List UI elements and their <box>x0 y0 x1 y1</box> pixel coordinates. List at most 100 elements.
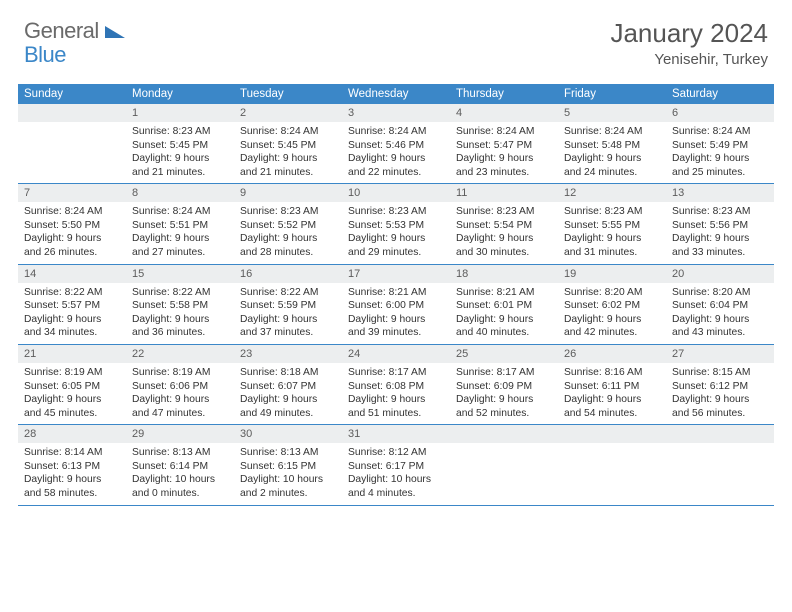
brand-triangle-icon <box>105 24 125 43</box>
sunset-line: Sunset: 6:08 PM <box>348 380 444 394</box>
daylight-line: Daylight: 10 hours and 0 minutes. <box>132 473 228 500</box>
sunrise-line: Sunrise: 8:24 AM <box>132 205 228 219</box>
sunset-line: Sunset: 5:50 PM <box>24 219 120 233</box>
sunset-line: Sunset: 5:56 PM <box>672 219 768 233</box>
day-cell <box>18 104 126 183</box>
sunset-line: Sunset: 5:45 PM <box>132 139 228 153</box>
week-row: 14Sunrise: 8:22 AMSunset: 5:57 PMDayligh… <box>18 265 774 345</box>
week-row: 7Sunrise: 8:24 AMSunset: 5:50 PMDaylight… <box>18 184 774 264</box>
day-number: 16 <box>234 265 342 283</box>
day-number: 22 <box>126 345 234 363</box>
page-header: General January 2024 Yenisehir, Turkey <box>0 0 792 76</box>
day-number: 29 <box>126 425 234 443</box>
dow-monday: Monday <box>126 84 234 104</box>
sunrise-line: Sunrise: 8:12 AM <box>348 446 444 460</box>
sunrise-line: Sunrise: 8:13 AM <box>240 446 336 460</box>
day-cell: 12Sunrise: 8:23 AMSunset: 5:55 PMDayligh… <box>558 184 666 263</box>
day-cell: 16Sunrise: 8:22 AMSunset: 5:59 PMDayligh… <box>234 265 342 344</box>
sunset-line: Sunset: 5:57 PM <box>24 299 120 313</box>
day-cell: 8Sunrise: 8:24 AMSunset: 5:51 PMDaylight… <box>126 184 234 263</box>
sunrise-line: Sunrise: 8:22 AM <box>132 286 228 300</box>
day-number: 19 <box>558 265 666 283</box>
sunset-line: Sunset: 5:55 PM <box>564 219 660 233</box>
daylight-line: Daylight: 9 hours and 29 minutes. <box>348 232 444 259</box>
day-body: Sunrise: 8:22 AMSunset: 5:57 PMDaylight:… <box>18 283 126 344</box>
sunset-line: Sunset: 6:01 PM <box>456 299 552 313</box>
sunrise-line: Sunrise: 8:23 AM <box>456 205 552 219</box>
sunrise-line: Sunrise: 8:20 AM <box>564 286 660 300</box>
day-body: Sunrise: 8:24 AMSunset: 5:49 PMDaylight:… <box>666 122 774 183</box>
daylight-line: Daylight: 9 hours and 42 minutes. <box>564 313 660 340</box>
daylight-line: Daylight: 9 hours and 36 minutes. <box>132 313 228 340</box>
sunrise-line: Sunrise: 8:23 AM <box>348 205 444 219</box>
day-cell: 26Sunrise: 8:16 AMSunset: 6:11 PMDayligh… <box>558 345 666 424</box>
daylight-line: Daylight: 10 hours and 4 minutes. <box>348 473 444 500</box>
sunrise-line: Sunrise: 8:24 AM <box>240 125 336 139</box>
daylight-line: Daylight: 9 hours and 47 minutes. <box>132 393 228 420</box>
day-number: 25 <box>450 345 558 363</box>
daylight-line: Daylight: 9 hours and 25 minutes. <box>672 152 768 179</box>
sunset-line: Sunset: 5:45 PM <box>240 139 336 153</box>
day-number: 28 <box>18 425 126 443</box>
sunrise-line: Sunrise: 8:14 AM <box>24 446 120 460</box>
sunrise-line: Sunrise: 8:21 AM <box>456 286 552 300</box>
day-number: 5 <box>558 104 666 122</box>
month-year: January 2024 <box>610 18 768 49</box>
day-body: Sunrise: 8:24 AMSunset: 5:51 PMDaylight:… <box>126 202 234 263</box>
daylight-line: Daylight: 9 hours and 52 minutes. <box>456 393 552 420</box>
sunrise-line: Sunrise: 8:22 AM <box>24 286 120 300</box>
day-cell: 28Sunrise: 8:14 AMSunset: 6:13 PMDayligh… <box>18 425 126 504</box>
sunset-line: Sunset: 5:48 PM <box>564 139 660 153</box>
daylight-line: Daylight: 9 hours and 58 minutes. <box>24 473 120 500</box>
sunset-line: Sunset: 6:12 PM <box>672 380 768 394</box>
day-body: Sunrise: 8:20 AMSunset: 6:02 PMDaylight:… <box>558 283 666 344</box>
brand-word-2-wrap: Blue <box>24 42 66 68</box>
day-number: 1 <box>126 104 234 122</box>
daylight-line: Daylight: 9 hours and 30 minutes. <box>456 232 552 259</box>
sunrise-line: Sunrise: 8:21 AM <box>348 286 444 300</box>
day-body: Sunrise: 8:17 AMSunset: 6:09 PMDaylight:… <box>450 363 558 424</box>
day-body: Sunrise: 8:18 AMSunset: 6:07 PMDaylight:… <box>234 363 342 424</box>
day-number: 9 <box>234 184 342 202</box>
title-block: January 2024 Yenisehir, Turkey <box>610 18 768 68</box>
daylight-line: Daylight: 9 hours and 40 minutes. <box>456 313 552 340</box>
day-cell: 29Sunrise: 8:13 AMSunset: 6:14 PMDayligh… <box>126 425 234 504</box>
sunset-line: Sunset: 5:58 PM <box>132 299 228 313</box>
sunset-line: Sunset: 5:52 PM <box>240 219 336 233</box>
daylight-line: Daylight: 9 hours and 37 minutes. <box>240 313 336 340</box>
daylight-line: Daylight: 9 hours and 43 minutes. <box>672 313 768 340</box>
day-number: 4 <box>450 104 558 122</box>
day-cell <box>450 425 558 504</box>
sunrise-line: Sunrise: 8:23 AM <box>672 205 768 219</box>
day-number: 21 <box>18 345 126 363</box>
sunset-line: Sunset: 6:14 PM <box>132 460 228 474</box>
daylight-line: Daylight: 9 hours and 49 minutes. <box>240 393 336 420</box>
day-number <box>450 425 558 443</box>
location: Yenisehir, Turkey <box>610 51 768 68</box>
sunset-line: Sunset: 6:04 PM <box>672 299 768 313</box>
day-body: Sunrise: 8:13 AMSunset: 6:15 PMDaylight:… <box>234 443 342 504</box>
sunrise-line: Sunrise: 8:15 AM <box>672 366 768 380</box>
sunrise-line: Sunrise: 8:24 AM <box>348 125 444 139</box>
day-body: Sunrise: 8:13 AMSunset: 6:14 PMDaylight:… <box>126 443 234 504</box>
day-number: 20 <box>666 265 774 283</box>
sunset-line: Sunset: 6:15 PM <box>240 460 336 474</box>
dow-sunday: Sunday <box>18 84 126 104</box>
sunset-line: Sunset: 5:59 PM <box>240 299 336 313</box>
day-number: 11 <box>450 184 558 202</box>
sunrise-line: Sunrise: 8:24 AM <box>24 205 120 219</box>
day-number: 31 <box>342 425 450 443</box>
day-body: Sunrise: 8:14 AMSunset: 6:13 PMDaylight:… <box>18 443 126 504</box>
daylight-line: Daylight: 9 hours and 21 minutes. <box>240 152 336 179</box>
day-cell: 4Sunrise: 8:24 AMSunset: 5:47 PMDaylight… <box>450 104 558 183</box>
day-body: Sunrise: 8:17 AMSunset: 6:08 PMDaylight:… <box>342 363 450 424</box>
day-cell <box>666 425 774 504</box>
day-cell <box>558 425 666 504</box>
day-number: 3 <box>342 104 450 122</box>
sunrise-line: Sunrise: 8:24 AM <box>564 125 660 139</box>
sunset-line: Sunset: 6:13 PM <box>24 460 120 474</box>
daylight-line: Daylight: 9 hours and 56 minutes. <box>672 393 768 420</box>
day-cell: 19Sunrise: 8:20 AMSunset: 6:02 PMDayligh… <box>558 265 666 344</box>
daylight-line: Daylight: 9 hours and 31 minutes. <box>564 232 660 259</box>
day-body: Sunrise: 8:21 AMSunset: 6:01 PMDaylight:… <box>450 283 558 344</box>
